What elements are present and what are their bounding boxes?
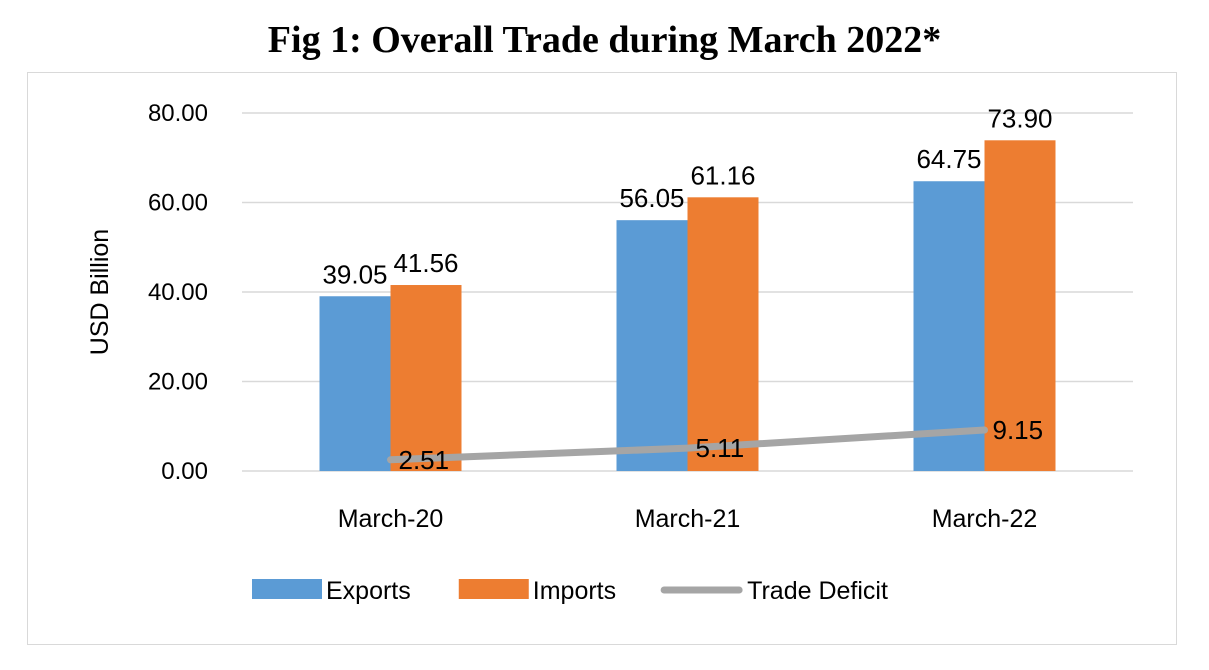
data-label: 56.05 — [619, 183, 684, 213]
bar-exports — [913, 181, 985, 471]
legend-swatch — [458, 579, 529, 599]
y-tick-label: 20.00 — [148, 369, 208, 396]
y-tick-label: 0.00 — [161, 458, 208, 485]
bar-imports — [390, 285, 462, 471]
x-tick-label: March-21 — [635, 505, 741, 533]
data-label: 64.75 — [916, 144, 981, 174]
x-tick-label: March-22 — [932, 505, 1038, 533]
legend-label: Trade Deficit — [747, 577, 888, 605]
bar-imports — [687, 197, 759, 471]
data-label: 5.11 — [696, 433, 745, 463]
y-tick-label: 40.00 — [148, 279, 208, 306]
bar-exports — [616, 220, 688, 471]
legend-label: Imports — [533, 577, 616, 605]
data-label: 41.56 — [393, 248, 458, 278]
legend-label: Exports — [326, 577, 411, 605]
data-label: 61.16 — [690, 160, 755, 190]
y-tick-label: 60.00 — [148, 190, 208, 217]
data-label: 39.05 — [322, 259, 387, 289]
y-axis-label: USD Billion — [86, 229, 114, 355]
bar-exports — [319, 296, 391, 471]
chart-title: Fig 1: Overall Trade during March 2022* — [267, 19, 942, 61]
data-label: 2.51 — [399, 445, 450, 475]
data-label: 9.15 — [993, 415, 1044, 445]
x-tick-label: March-20 — [338, 505, 444, 533]
legend-swatch — [252, 579, 322, 599]
bar-imports — [984, 140, 1056, 472]
y-tick-label: 80.00 — [148, 100, 208, 127]
line-trade-deficit — [387, 426, 988, 464]
chart-frame — [27, 72, 1177, 645]
data-label: 73.90 — [987, 103, 1052, 133]
